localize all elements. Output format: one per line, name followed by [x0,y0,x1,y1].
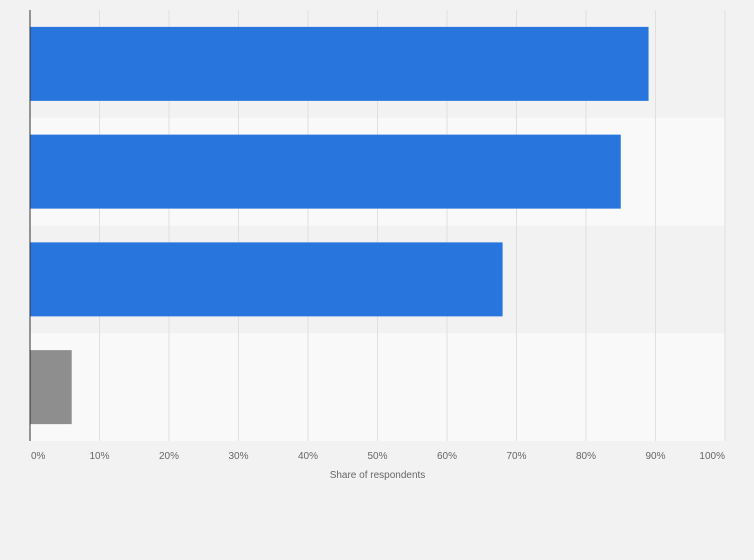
x-tick-label: 50% [367,451,387,462]
bars [30,26,649,425]
x-tick-label: 70% [506,451,526,462]
x-tick-label: 30% [228,451,248,462]
x-tick-label: 60% [437,451,457,462]
bar[interactable] [30,350,72,425]
x-tick-label: 90% [645,451,665,462]
bar[interactable] [30,134,621,209]
bar[interactable] [30,242,503,317]
x-tick-label: 10% [89,451,109,462]
x-tick-label: 100% [699,451,725,462]
bar[interactable] [30,26,649,101]
x-tick-label: 80% [576,451,596,462]
x-axis-label: Share of respondents [330,470,426,481]
x-tick-label: 40% [298,451,318,462]
x-tick-labels: 0% 10% 20% 30% 40% 50% 60% 70% 80% 90% 100% [31,451,725,462]
x-tick-label: 0% [31,451,46,462]
x-tick-label: 20% [159,451,179,462]
